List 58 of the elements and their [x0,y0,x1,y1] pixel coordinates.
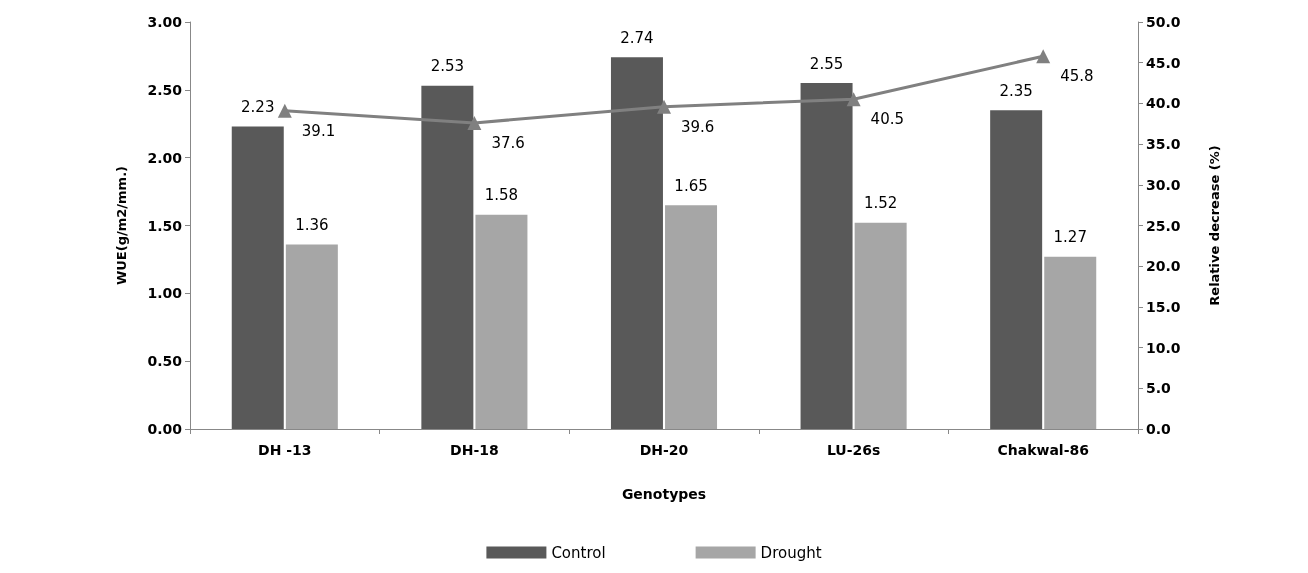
x-tick-label: Chakwal-86 [997,442,1089,458]
point [846,92,861,107]
y-tick-label: 0.50 [147,353,183,370]
x-axis-title: Genotypes [621,486,707,502]
y2-axis-title: Relative decrease (%) [1207,145,1222,306]
y2-tick-label: 45.0 [1146,54,1181,71]
legend-label: Control [551,543,606,562]
data-label: 1.52 [863,194,898,213]
bar [854,222,907,429]
bar [231,126,284,429]
x-tick-label: DH-18 [450,442,499,458]
data-label: 2.53 [430,57,465,76]
data-label: 2.35 [999,81,1033,100]
y-tick-label: 1.00 [147,285,183,302]
x-tick-label: DH-20 [639,442,689,458]
bar [1044,256,1097,429]
y2-tick-label: 30.0 [1146,176,1181,193]
data-label: 1.65 [674,176,708,195]
data-label: 1.58 [484,186,519,205]
y-axis-title: WUE(g/m2/mm.) [114,165,129,286]
data-label: 39.1 [301,121,336,140]
bar [475,214,528,429]
point [467,115,482,130]
data-label: 1.27 [1053,228,1087,247]
y2-tick-label: 35.0 [1146,136,1181,153]
y2-tick-label: 15.0 [1146,298,1181,315]
y2-tick-label: 25.0 [1146,217,1181,234]
y2-tick-label: 0.0 [1146,421,1172,437]
point [1036,49,1051,64]
y-tick-label: 2.50 [147,81,183,98]
y-tick-label: 0.00 [147,421,183,437]
bar [665,205,718,429]
bar [421,85,474,429]
point [277,103,292,118]
data-label: 37.6 [491,133,525,152]
x-tick-label: DH -13 [258,442,312,458]
y2-tick-label: 40.0 [1146,95,1181,112]
data-label: 45.8 [1060,67,1094,86]
data-label: 1.36 [295,215,329,234]
y2-tick-label: 50.0 [1146,14,1181,30]
data-label: 2.55 [809,54,844,73]
bar [285,244,338,429]
y2-tick-label: 20.0 [1146,258,1181,275]
bar [990,110,1043,429]
y-tick-label: 2.00 [147,149,183,166]
y2-tick-label: 5.0 [1146,380,1172,397]
bar [800,83,853,429]
data-label: 2.74 [620,28,654,47]
y2-tick-label: 10.0 [1146,339,1181,356]
point [657,99,671,114]
data-label: 2.23 [241,97,275,116]
data-label: 39.6 [681,117,715,136]
y-tick-label: 3.00 [147,14,183,30]
x-tick-label: LU-26s [826,442,881,458]
y-tick-label: 1.50 [147,217,183,234]
legend-label: Drought [760,543,822,562]
bar [610,57,663,429]
data-label: 40.5 [870,110,905,129]
